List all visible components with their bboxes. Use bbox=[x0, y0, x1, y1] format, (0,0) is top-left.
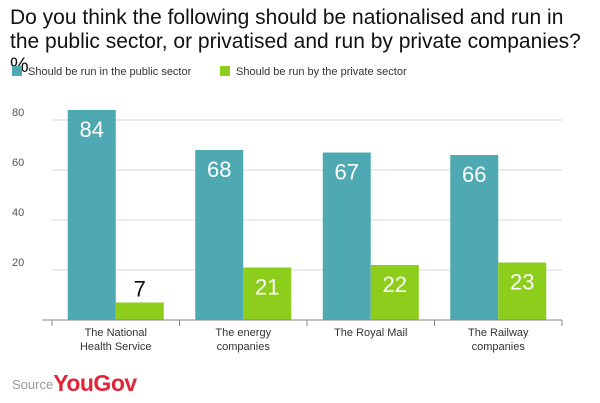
data-label-private: 23 bbox=[510, 270, 534, 295]
x-tick-label: The National bbox=[85, 327, 147, 339]
bar-private bbox=[498, 262, 547, 320]
legend-item-public: Should be run in the public sector bbox=[12, 66, 191, 78]
bar-private bbox=[115, 302, 164, 320]
legend-swatch-private bbox=[220, 66, 230, 76]
source-credit: SourceYouGov bbox=[12, 370, 137, 397]
legend-label-private: Should be run by the private sector bbox=[236, 66, 407, 78]
x-tick-label: The Royal Mail bbox=[334, 327, 407, 339]
bar-public bbox=[67, 110, 116, 320]
y-tick-label: 20 bbox=[12, 257, 24, 269]
chart-title: Do you think the following should be nat… bbox=[10, 6, 581, 77]
bar-public bbox=[450, 155, 499, 320]
legend-label-public: Should be run in the public sector bbox=[28, 66, 192, 78]
x-tick-label: companies bbox=[472, 341, 526, 353]
source-label: Source bbox=[12, 377, 54, 392]
data-label-public: 68 bbox=[207, 157, 231, 182]
y-tick-label: 80 bbox=[12, 107, 24, 119]
data-label-public: 66 bbox=[462, 162, 486, 187]
bar-private bbox=[243, 267, 292, 320]
data-label-public: 84 bbox=[80, 117, 104, 142]
bar-private bbox=[370, 265, 419, 320]
bar-public bbox=[195, 150, 244, 320]
data-label-private: 21 bbox=[255, 275, 279, 300]
x-tick-label: The Railway bbox=[468, 327, 529, 339]
data-label-public: 67 bbox=[335, 160, 359, 185]
x-tick-label: Health Service bbox=[80, 341, 152, 353]
x-tick-label: The energy bbox=[215, 327, 271, 339]
legend-item-private: Should be run by the private sector bbox=[220, 66, 407, 78]
y-tick-label: 40 bbox=[12, 207, 24, 219]
legend-swatch-public bbox=[12, 66, 22, 76]
y-tick-label: 60 bbox=[12, 157, 24, 169]
data-label-private: 7 bbox=[134, 277, 146, 302]
data-label-private: 22 bbox=[383, 272, 407, 297]
yougov-logo: YouGov bbox=[53, 370, 137, 396]
bar-public bbox=[322, 152, 371, 320]
x-tick-label: companies bbox=[217, 341, 271, 353]
